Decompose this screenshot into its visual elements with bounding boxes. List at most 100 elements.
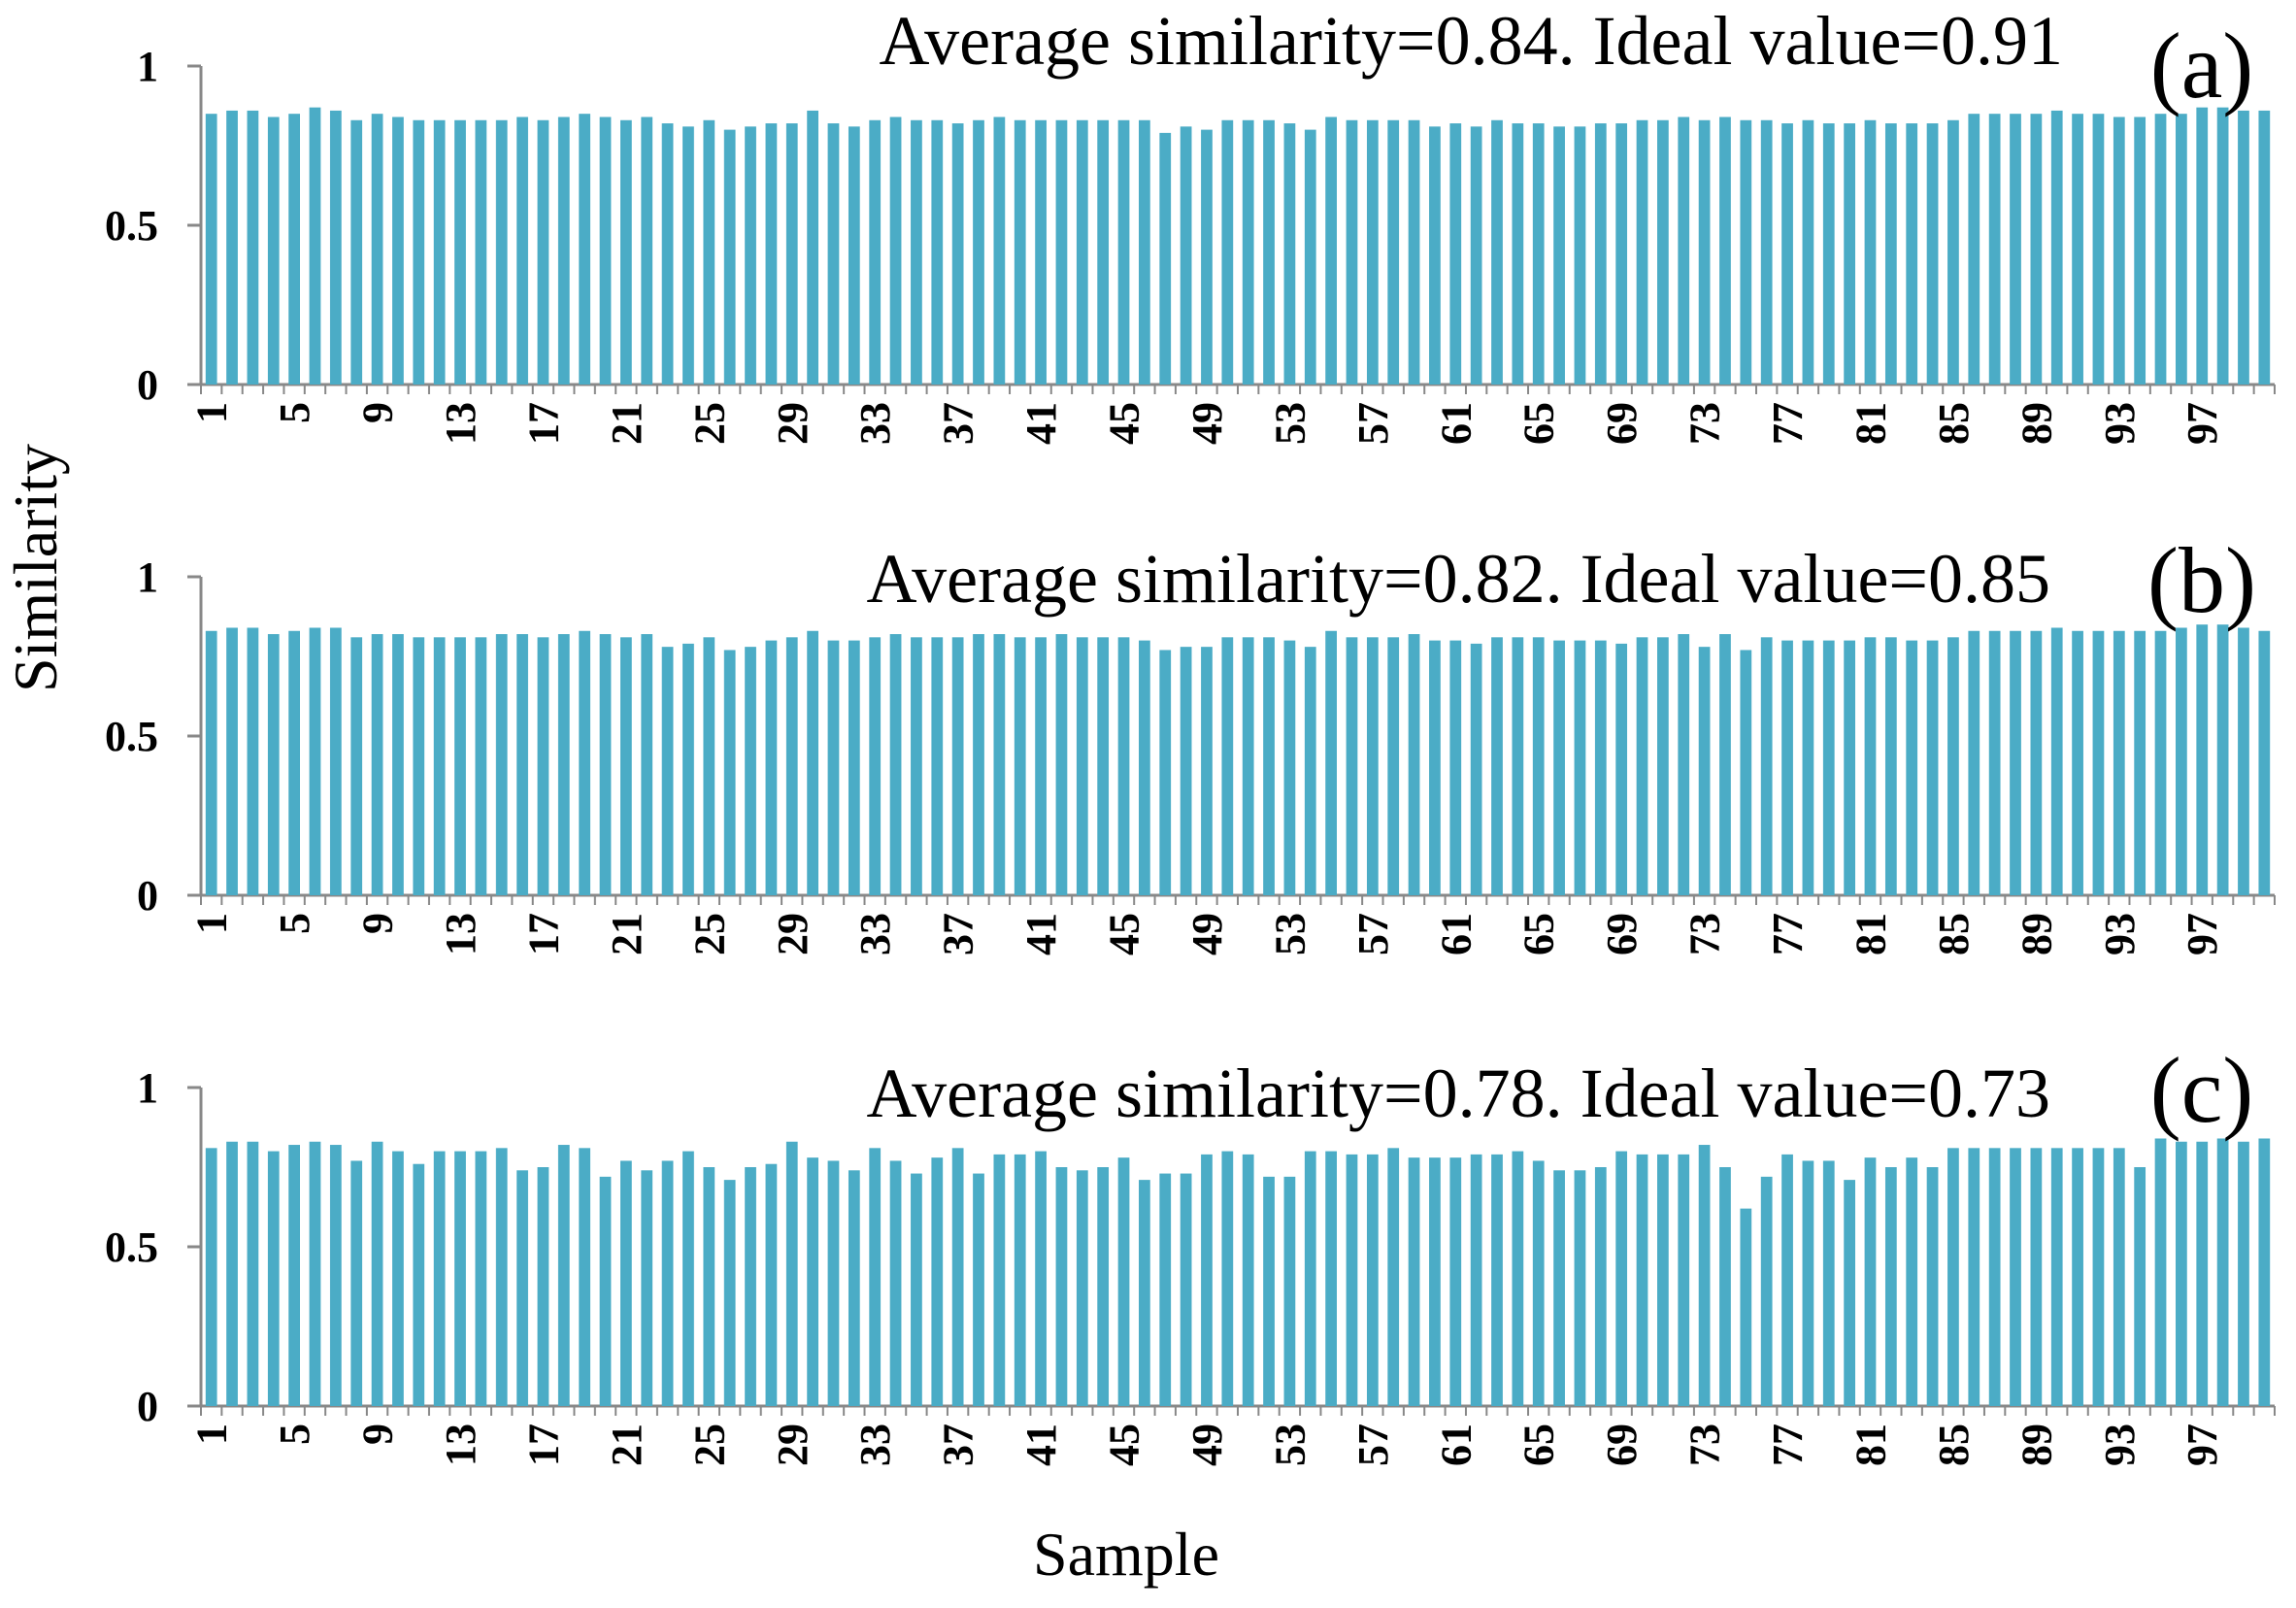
bar-sample-44	[1097, 637, 1110, 895]
bar-sample-63	[1491, 1154, 1503, 1406]
x-tick-label: 1	[188, 402, 236, 423]
bar-sample-70	[1636, 119, 1648, 385]
bar-sample-57	[1366, 119, 1379, 385]
bar-sample-26	[723, 650, 736, 895]
bar-sample-14	[475, 1151, 487, 1406]
bar-sample-29	[785, 123, 798, 385]
x-tick-label: 77	[1764, 1424, 1812, 1466]
bar-sample-35	[911, 1173, 922, 1406]
bar-sample-44	[1097, 119, 1110, 385]
bar-sample-3	[247, 1141, 259, 1406]
bar-sample-27	[745, 126, 756, 385]
bar-sample-21	[620, 637, 632, 895]
bar-sample-70	[1636, 1154, 1648, 1406]
y-tick-label: 0	[137, 872, 158, 920]
bar-sample-28	[765, 640, 778, 895]
bar-sample-13	[454, 637, 466, 895]
bar-sample-79	[1822, 123, 1835, 385]
bar-sample-12	[433, 637, 446, 895]
bar-sample-46	[1139, 1180, 1150, 1406]
bar-sample-65	[1532, 123, 1545, 385]
bar-sample-80	[1844, 1180, 1855, 1406]
bar-sample-16	[516, 634, 528, 895]
bar-sample-14	[475, 637, 487, 895]
bar-sample-28	[765, 123, 778, 385]
bar-sample-24	[682, 126, 694, 385]
bar-sample-1	[205, 1148, 217, 1406]
bar-sample-75	[1740, 650, 1752, 895]
bar-sample-30	[807, 1157, 818, 1406]
bar-sample-42	[1055, 119, 1068, 385]
bar-sample-29	[785, 637, 798, 895]
bar-sample-6	[309, 627, 321, 895]
bar-sample-21	[620, 119, 632, 385]
bar-sample-18	[557, 117, 570, 385]
chart-panel-1: 0 0.5 1 1 5 9 13 17 21 25 29 33 37 41 45 49 53 57 61 65 69 73…	[105, 2, 2276, 445]
x-tick-label: 9	[354, 1424, 402, 1445]
bar-sample-51	[1242, 119, 1254, 385]
bar-sample-71	[1657, 637, 1669, 895]
bar-sample-9	[371, 1141, 383, 1406]
x-tick-label: 41	[1017, 402, 1065, 445]
bar-sample-90	[2050, 110, 2063, 385]
bar-sample-78	[1802, 119, 1814, 385]
x-tick-label: 41	[1017, 913, 1065, 955]
x-tick-label: 57	[1349, 402, 1397, 445]
bar-sample-23	[661, 1160, 674, 1406]
x-tick-label: 89	[2013, 1424, 2060, 1466]
bar-sample-87	[1988, 630, 2001, 895]
bar-sample-97	[2196, 624, 2209, 895]
bar-sample-69	[1615, 1151, 1628, 1406]
x-tick-label: 33	[851, 1424, 899, 1466]
bar-sample-98	[2216, 1138, 2229, 1406]
bar-sample-61	[1449, 123, 1462, 385]
bar-sample-84	[1926, 1167, 1939, 1406]
bar-sample-91	[2072, 630, 2083, 895]
bar-sample-46	[1139, 119, 1150, 385]
bar-sample-37	[951, 123, 964, 385]
bar-sample-18	[557, 634, 570, 895]
x-tick-label: 73	[1681, 402, 1729, 445]
bar-sample-30	[807, 110, 818, 385]
bar-sample-52	[1263, 1176, 1275, 1406]
bar-sample-96	[2176, 114, 2187, 385]
x-tick-label: 81	[1847, 913, 1895, 955]
x-tick-label: 13	[437, 1424, 484, 1466]
panel-label: (c)	[2150, 1038, 2254, 1142]
bar-sample-36	[931, 637, 944, 895]
bar-sample-94	[2134, 1167, 2146, 1406]
bar-sample-78	[1802, 640, 1814, 895]
bar-sample-51	[1242, 1154, 1254, 1406]
bar-sample-45	[1117, 119, 1130, 385]
x-tick-label: 69	[1598, 913, 1646, 955]
x-tick-label: 17	[519, 1424, 567, 1466]
y-tick-label: 0	[137, 361, 158, 409]
bar-sample-47	[1159, 1173, 1172, 1406]
bar-sample-52	[1263, 637, 1275, 895]
bar-sample-72	[1678, 1154, 1690, 1406]
bar-sample-38	[973, 119, 984, 385]
bar-sample-6	[309, 1141, 321, 1406]
bar-sample-25	[703, 1167, 715, 1406]
bar-sample-55	[1325, 1151, 1337, 1406]
bar-sample-38	[973, 1173, 984, 1406]
bar-sample-28	[765, 1163, 778, 1406]
x-tick-label: 85	[1930, 913, 1978, 955]
x-tick-label: 17	[519, 402, 567, 445]
x-tick-label: 21	[603, 1424, 650, 1466]
bar-sample-12	[433, 1151, 446, 1406]
x-tick-label: 69	[1598, 402, 1646, 445]
x-tick-label: 25	[685, 402, 733, 445]
bar-sample-64	[1512, 637, 1524, 895]
bar-sample-66	[1553, 1170, 1565, 1406]
bar-sample-24	[682, 643, 694, 895]
bar-sample-8	[350, 1160, 363, 1406]
bar-sample-33	[869, 637, 882, 895]
bar-sample-13	[454, 119, 466, 385]
x-tick-label: 49	[1183, 402, 1231, 445]
bar-sample-37	[951, 637, 964, 895]
bar-sample-42	[1055, 1167, 1068, 1406]
x-tick-label: 93	[2096, 402, 2144, 445]
bar-sample-100	[2258, 630, 2271, 895]
bar-sample-33	[869, 119, 882, 385]
